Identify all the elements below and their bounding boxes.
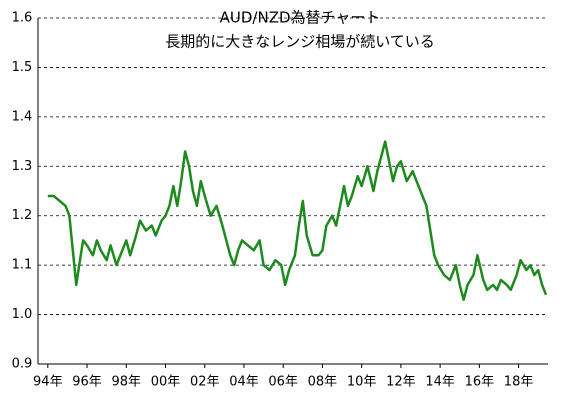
x-tick-label: 00年 bbox=[151, 375, 181, 390]
y-tick-label: 1.1 bbox=[12, 258, 33, 273]
x-tick-label: 98年 bbox=[111, 375, 141, 390]
y-tick-label: 1.3 bbox=[12, 159, 33, 174]
data-line bbox=[47, 140, 548, 301]
x-tick-label: 16年 bbox=[465, 375, 495, 390]
x-tick-label: 94年 bbox=[33, 375, 63, 390]
y-tick-label: 1.5 bbox=[12, 60, 33, 75]
y-tick-label: 1.4 bbox=[12, 109, 33, 124]
chart-subtitle: 長期的に大きなレンジ相場が続いている bbox=[165, 33, 435, 51]
chart-title: AUD/NZD為替チャート bbox=[220, 9, 381, 27]
x-tick-label: 06年 bbox=[268, 375, 298, 390]
x-tick-label: 14年 bbox=[425, 375, 455, 390]
x-tick-label: 12年 bbox=[386, 375, 416, 390]
y-tick-label: 0.9 bbox=[12, 357, 33, 372]
y-tick-label: 1.0 bbox=[12, 307, 33, 322]
y-tick-label: 1.6 bbox=[12, 11, 33, 26]
x-tick-label: 08年 bbox=[308, 375, 338, 390]
x-tick-label: 04年 bbox=[229, 375, 259, 390]
y-tick-label: 1.2 bbox=[12, 208, 33, 223]
x-tick-label: 18年 bbox=[504, 375, 534, 390]
x-tick-label: 02年 bbox=[190, 375, 220, 390]
x-tick-label: 96年 bbox=[72, 375, 102, 390]
x-tick-label: 10年 bbox=[347, 375, 377, 390]
